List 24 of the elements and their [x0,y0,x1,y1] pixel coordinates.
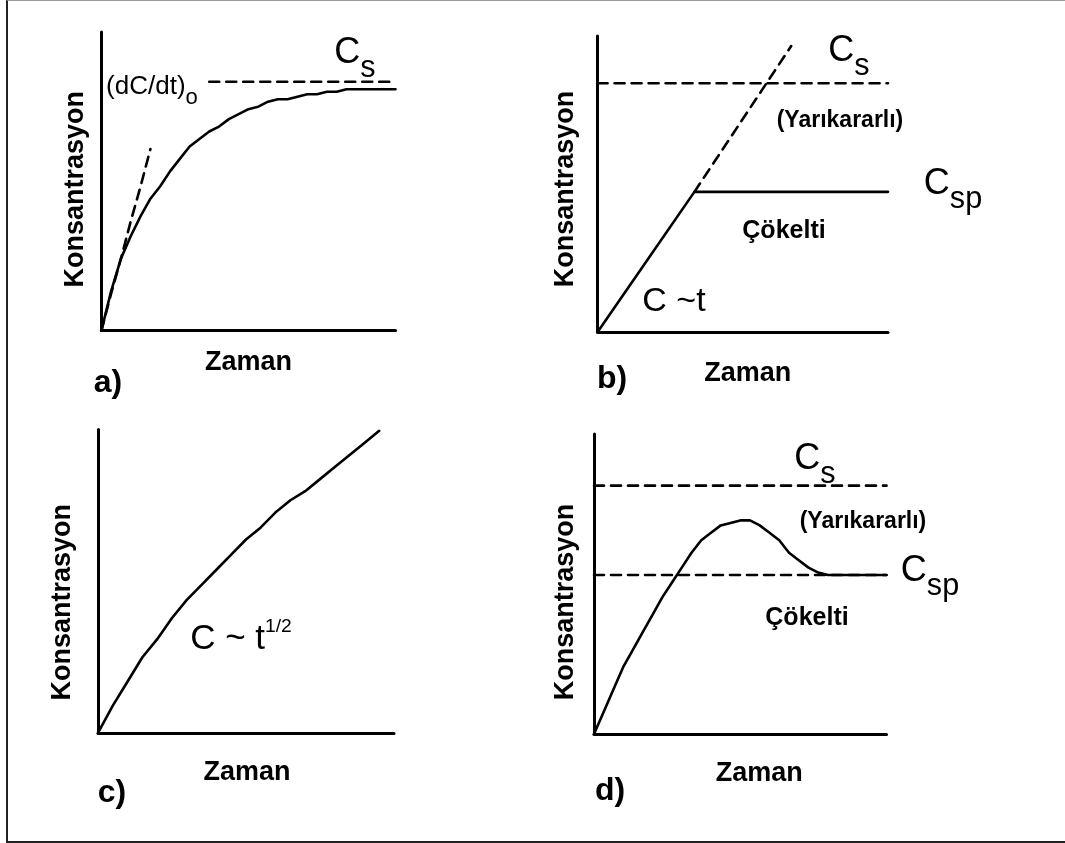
x-axis-title: Zaman [203,756,291,787]
text: a) [93,363,123,400]
text: c) [97,773,127,810]
annotation: (Yarıkararlı) [776,106,904,133]
annotation: Çökelti [742,215,826,244]
annotation: C$_{s}$ [794,435,836,490]
x-axis-title: Zaman [704,356,792,387]
text: b) [596,359,628,396]
annotation: C ~ t$^{1/2}$ [190,615,292,657]
x-axis-title: Zaman [204,346,292,377]
annotation: Çökelti [765,602,849,631]
text: C$_{sp}$ [900,547,960,602]
y-axis-title: Konsantrasyon [548,503,579,701]
annotation: C$_{s}$ [334,29,376,84]
annotation: C ~t [642,280,706,319]
x-axis-title: Zaman [715,756,803,787]
text: C$_{sp}$ [923,160,983,215]
y-axis-title: Konsantrasyon [58,91,89,288]
annotation: (Yarıkararlı) [799,507,927,534]
y-axis-title: Konsantrasyon [45,503,76,701]
annotation: (dC/dt)$_{o}$ [106,69,198,110]
text: d) [594,771,626,808]
annotation: C$_{s}$ [828,27,870,82]
y-axis-title: Konsantrasyon [549,90,580,288]
